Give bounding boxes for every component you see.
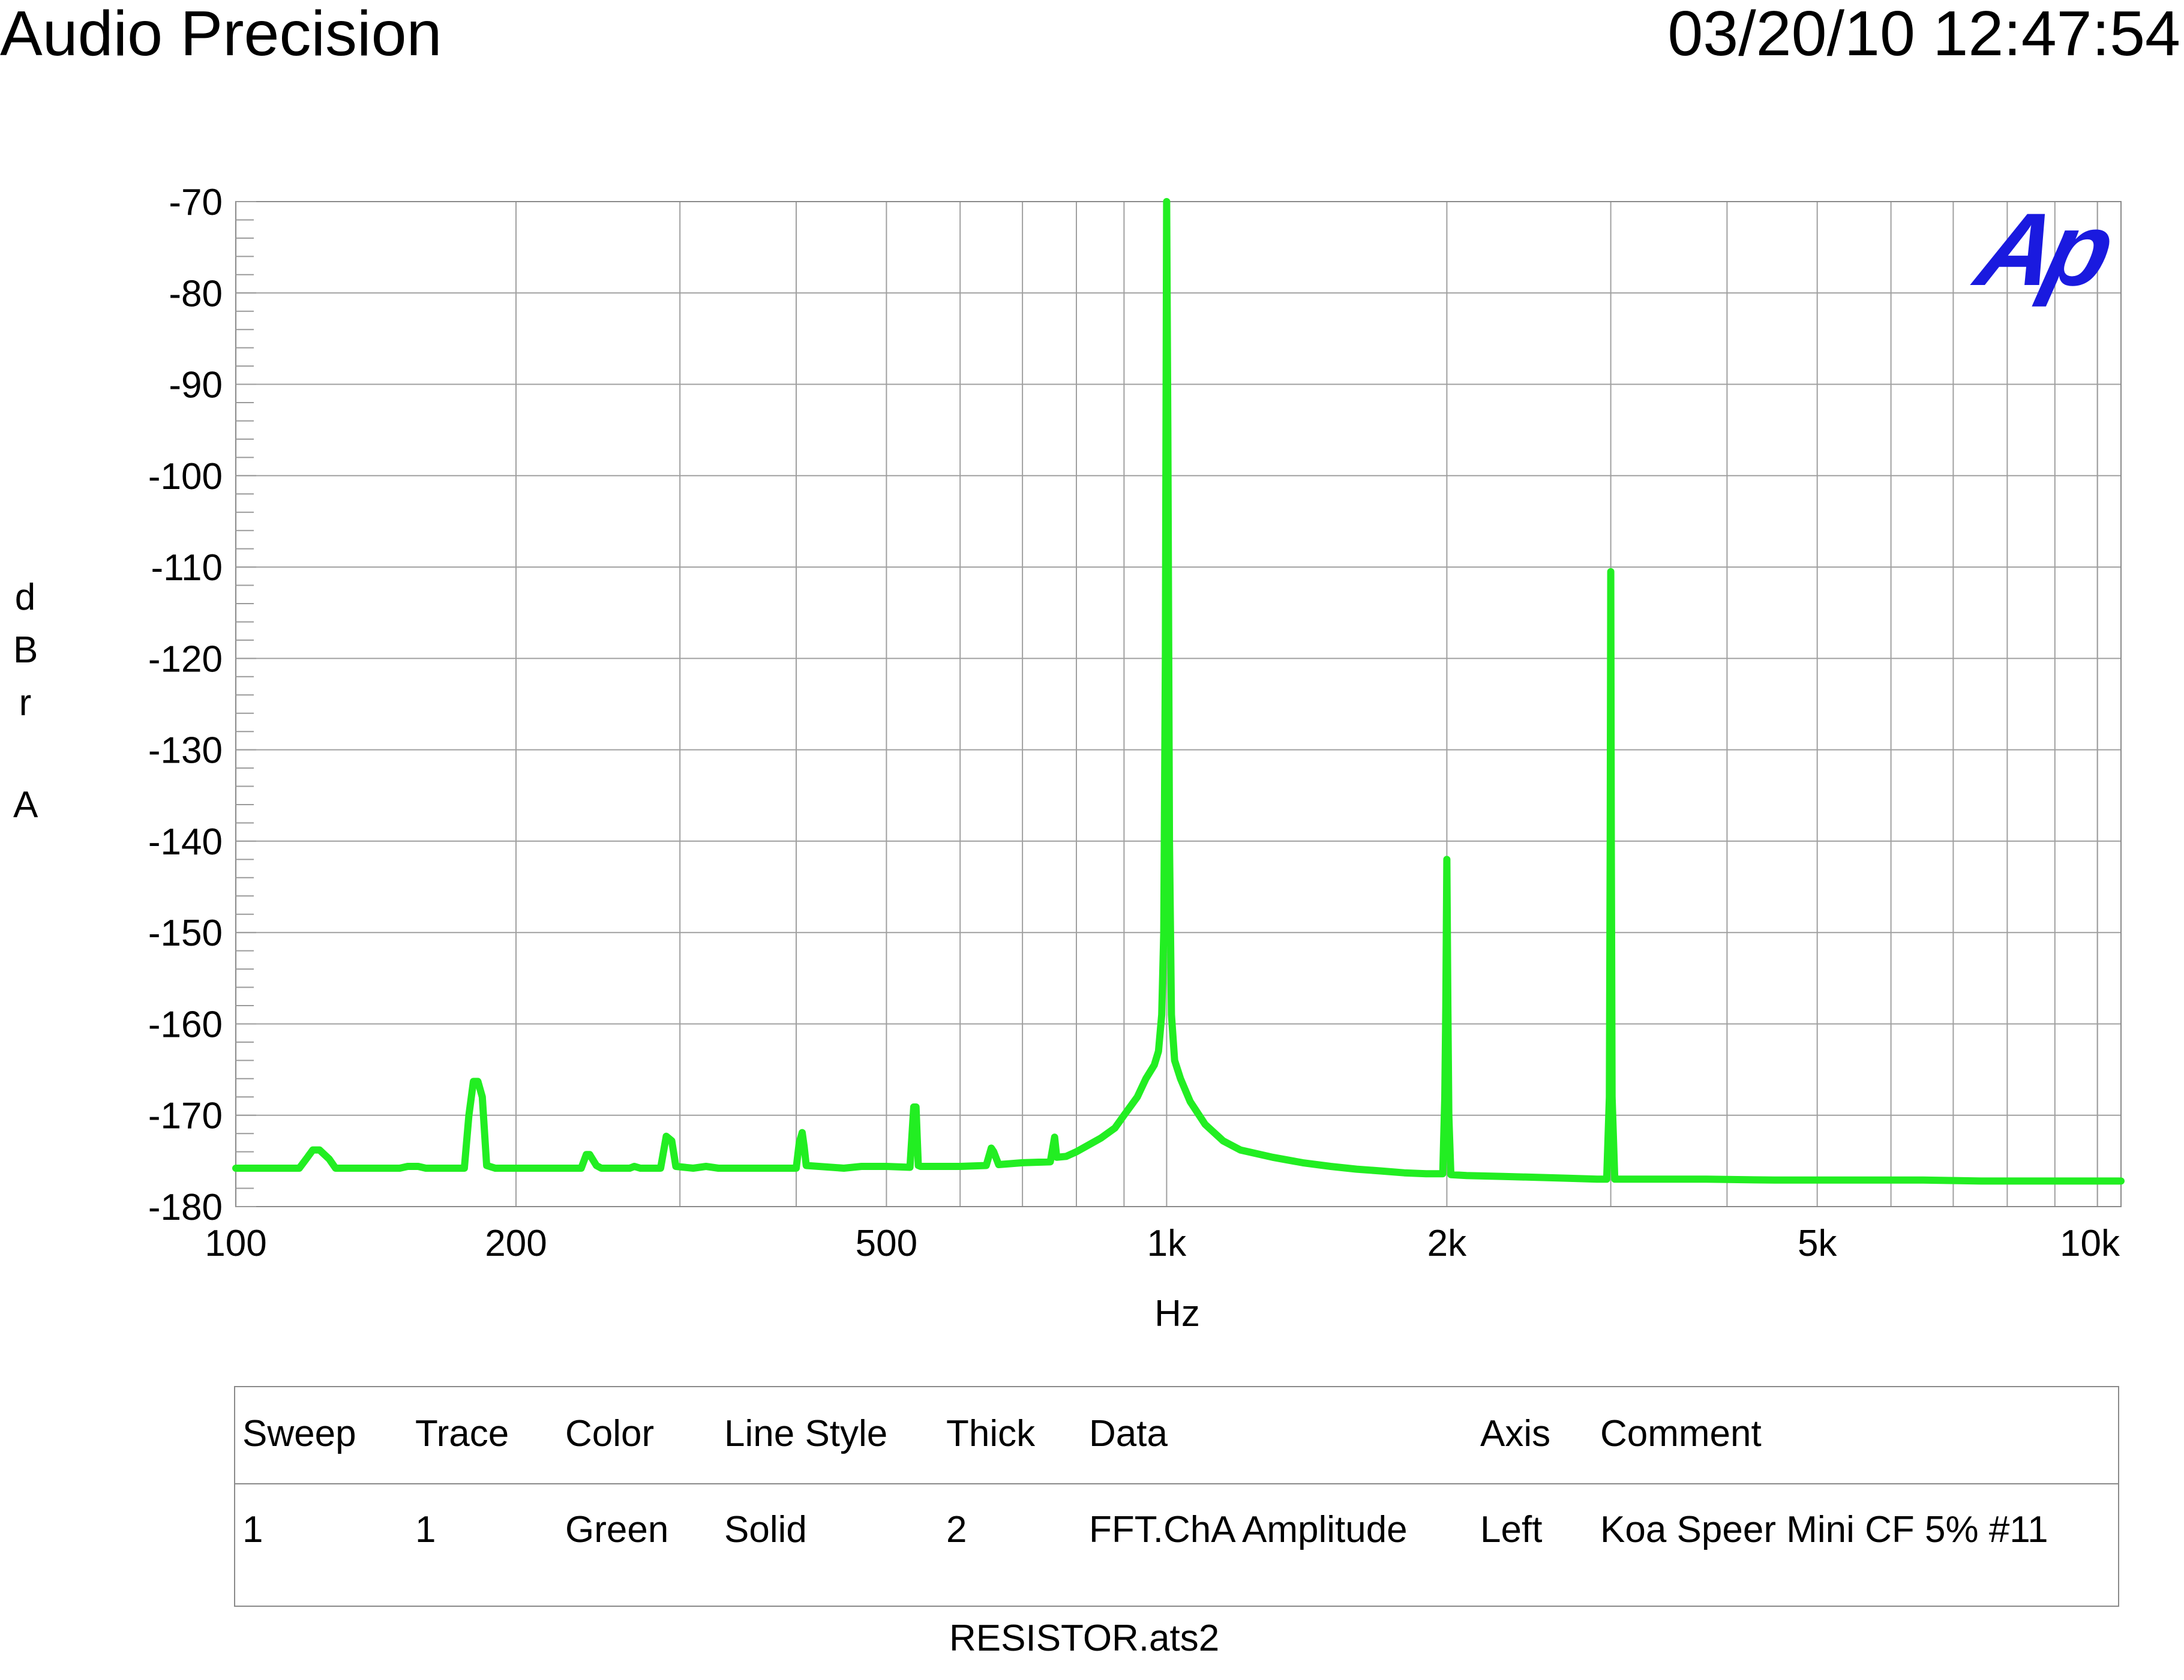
x-tick-label: 1k [1147,1223,1187,1264]
x-axis-label: Hz [1154,1293,1200,1334]
legend-cell-trace: 1 [415,1509,436,1550]
legend-header-thick: Thick [946,1413,1036,1454]
y-tick-label: -160 [148,1004,223,1046]
y-label-d: d [14,577,36,618]
legend-divider [235,1483,2118,1484]
y-minor-ticks [236,201,256,1207]
legend-cell-axis: Left [1480,1509,1543,1550]
y-label-r: r [19,682,32,724]
legend-cell-line-style: Solid [724,1509,807,1550]
y-label-b: B [13,629,38,671]
y-tick-label: -140 [148,821,223,863]
timestamp: 03/20/10 12:47:54 [1667,0,2180,69]
x-tick-label: 5k [1798,1223,1837,1264]
brand-title: Audio Precision [0,0,442,69]
legend-header-data: Data [1089,1413,1168,1454]
x-tick-label: 500 [856,1223,917,1264]
file-name: RESISTOR.ats2 [949,1618,1220,1659]
ap-logo: Ap [1964,192,2123,307]
legend-header-axis: Axis [1480,1413,1551,1454]
y-tick-label: -80 [169,273,223,314]
y-tick-label: -130 [148,730,223,772]
legend-cell-data: FFT.ChA Amplitude [1089,1509,1408,1550]
y-tick-label: -90 [169,365,223,406]
x-tick-label: 2k [1427,1223,1467,1264]
legend-cell-comment: Koa Speer Mini CF 5% #11 [1600,1509,2048,1550]
y-tick-label: -100 [148,456,223,497]
legend-header-trace: Trace [415,1413,509,1454]
y-tick-label: -70 [169,182,223,223]
y-tick-label: -120 [148,638,223,680]
x-tick-label: 10k [2060,1223,2120,1264]
series-line-fft [232,198,2125,1185]
fft-chart: -70 -80 -90 -100 -110 -120 -130 -140 -150 -160 -17… [148,182,2125,1334]
y-tick-label: -110 [151,547,223,589]
y-tick-label: -170 [148,1096,223,1137]
y-tick-label: -180 [148,1187,223,1228]
legend-table: Sweep Trace Color Line Style Thick Data … [234,1386,2119,1607]
legend-cell-color: Green [565,1509,669,1550]
legend-header-color: Color [565,1413,655,1454]
chart-grid [236,201,2121,1207]
x-tick-labels: 100 200 500 1k 2k 5k 10k [205,1223,2120,1264]
plot-frame [235,201,2122,1207]
legend-cell-sweep: 1 [242,1509,263,1550]
y-tick-label: -150 [148,913,223,954]
legend-header-comment: Comment [1600,1413,1762,1454]
legend-header-line-style: Line Style [724,1413,888,1454]
y-label-a: A [13,784,38,826]
x-tick-label: 100 [205,1223,266,1264]
ap-logo-text: Ap [1964,192,2123,307]
x-tick-label: 200 [485,1223,547,1264]
legend-cell-thick: 2 [946,1509,967,1550]
y-tick-labels: -70 -80 -90 -100 -110 -120 -130 -140 -150 -160 -17… [148,182,223,1228]
legend-header-sweep: Sweep [242,1413,356,1454]
